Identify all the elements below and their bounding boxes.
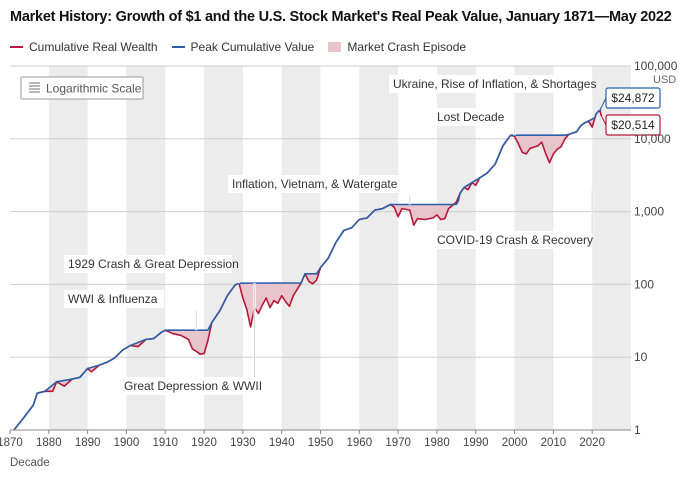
x-tick-label: 1870: [0, 437, 23, 449]
x-tick-label: 1880: [36, 437, 62, 449]
decade-band: [48, 66, 88, 430]
lines-icon: [29, 82, 40, 93]
y-tick-label: 10: [634, 350, 648, 364]
legend-item-crash: Market Crash Episode: [328, 40, 466, 54]
x-tick-label: 1990: [463, 437, 489, 449]
scale-badge-label: Logarithmic Scale: [46, 82, 142, 96]
annotation-label: COVID-19 Crash & Recovery: [437, 233, 593, 247]
x-tick-label: 1900: [114, 437, 140, 449]
annotation-label: WWI & Influenza: [68, 292, 158, 306]
x-tick-label: 2020: [579, 437, 605, 449]
series-line-peak: [13, 109, 602, 431]
x-tick-label: 1890: [75, 437, 101, 449]
x-tick-label: 1940: [269, 437, 295, 449]
y-tick-label: 100: [634, 277, 654, 291]
value-label-peak: $24,872: [611, 91, 655, 105]
chart-title: Market History: Growth of $1 and the U.S…: [10, 9, 672, 25]
x-tick-label: 1950: [308, 437, 334, 449]
legend: Cumulative Real Wealth Peak Cumulative V…: [10, 40, 480, 54]
x-tick-label: 1910: [152, 437, 178, 449]
annotation-bg: [120, 377, 264, 395]
annotations: WWI & Influenza 1929 Crash & Great Depres…: [64, 75, 661, 395]
y-tick-label: 1,000: [634, 205, 664, 219]
decade-band: [281, 66, 321, 430]
annotation-label: 1929 Crash & Great Depression: [68, 257, 239, 271]
legend-label-wealth: Cumulative Real Wealth: [29, 40, 158, 54]
legend-label-peak: Peak Cumulative Value: [190, 40, 315, 54]
crash-episode-area: [13, 110, 602, 430]
annotation-label: Inflation, Vietnam, & Watergate: [232, 177, 398, 191]
x-axis-title: Decade: [10, 457, 50, 469]
scale-badge: Logarithmic Scale: [20, 76, 144, 100]
annotation-bg: [64, 290, 164, 308]
y-tick-label: 1: [634, 423, 641, 437]
legend-item-wealth: Cumulative Real Wealth: [10, 40, 158, 54]
value-leader-peak: [599, 97, 607, 111]
annotation-label: Lost Decade: [437, 110, 505, 124]
value-label-wealth: $20,514: [611, 118, 655, 132]
decade-band: [126, 66, 166, 430]
x-tick-label: 1930: [230, 437, 256, 449]
y-tick-label: 10,000: [634, 132, 671, 146]
decade-bands: [48, 66, 631, 430]
x-tick-label: 1920: [191, 437, 217, 449]
annotation-bg: [228, 175, 404, 193]
value-leader-wealth: [601, 115, 607, 126]
annotation-label: Ukraine, Rise of Inflation, & Shortages: [393, 77, 596, 91]
annotation-bg: [64, 255, 232, 273]
annotation-bg: [433, 231, 583, 249]
crash-episode-fills: [13, 110, 602, 430]
decade-band: [359, 66, 399, 430]
legend-swatch-wealth: [10, 46, 23, 48]
value-box-peak: [605, 87, 661, 109]
x-tick-label: 1980: [424, 437, 450, 449]
legend-label-crash: Market Crash Episode: [347, 40, 467, 54]
annotation-bg: [389, 75, 589, 93]
legend-item-peak: Peak Cumulative Value: [171, 40, 315, 54]
legend-swatch-crash: [328, 42, 342, 52]
x-tick-label: 1970: [385, 437, 411, 449]
x-tick-label: 1960: [347, 437, 373, 449]
x-tick-label: 2010: [541, 437, 567, 449]
y-tick-label: 100,000: [634, 59, 678, 73]
decade-band: [204, 66, 243, 430]
series-lines: [13, 109, 603, 431]
y-unit-label: USD: [653, 74, 676, 86]
x-tick-label: 2000: [502, 437, 528, 449]
value-box-wealth: [605, 114, 661, 136]
annotation-bg: [433, 108, 507, 126]
legend-swatch-peak: [171, 46, 185, 48]
annotation-label: Great Depression & WWII: [124, 379, 262, 393]
